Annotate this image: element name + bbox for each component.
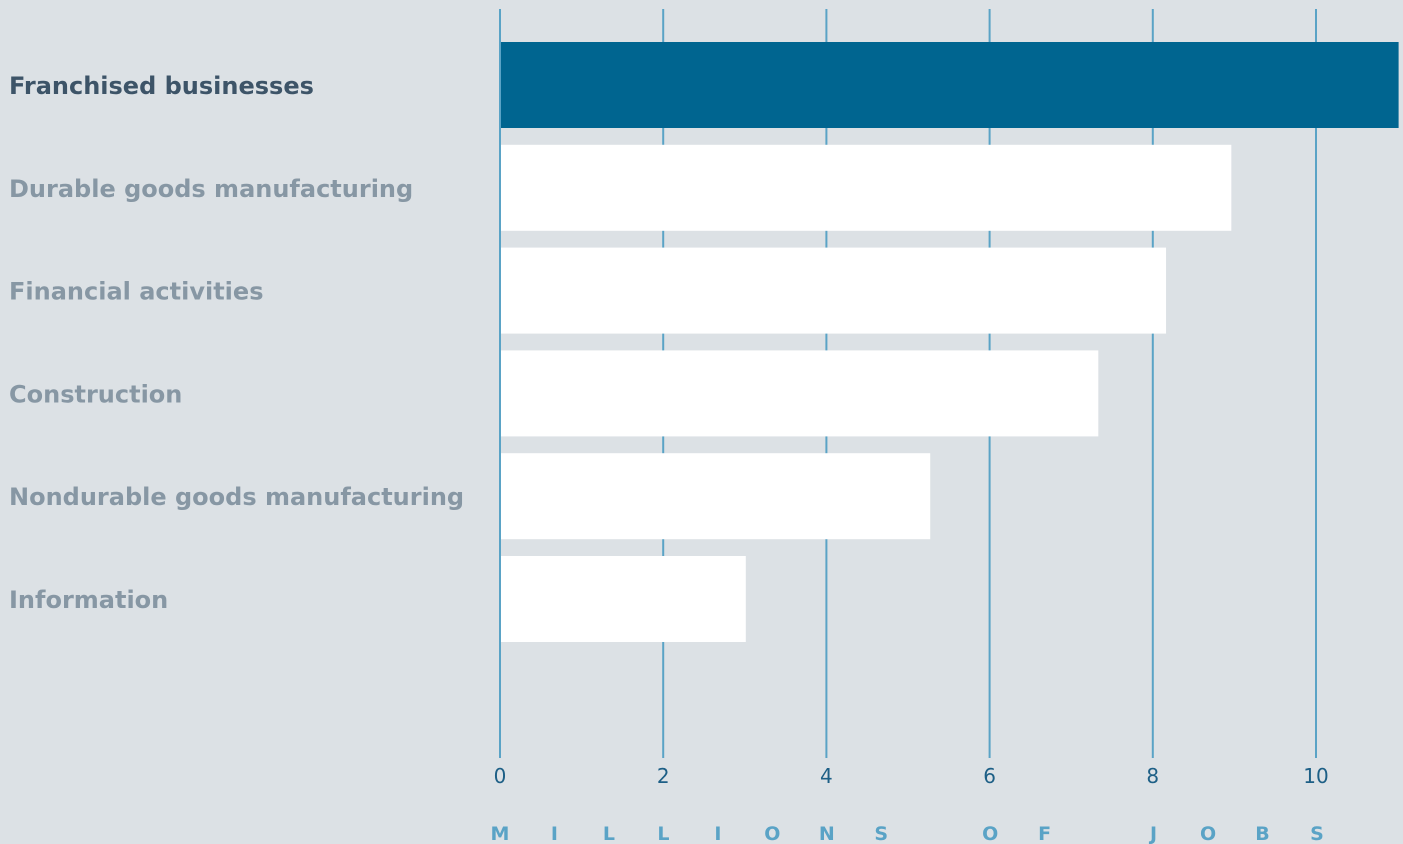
bar-information [501, 556, 746, 642]
category-label-financial-activities: Financial activities [9, 278, 263, 306]
bar-financial-activities [501, 247, 1167, 334]
x-tick-label-10: 10 [1303, 764, 1328, 788]
category-label-nondurable-goods-manufacturing: Nondurable goods manufacturing [9, 483, 464, 511]
category-label-construction: Construction [9, 380, 182, 408]
x-tick-label-0: 0 [494, 764, 507, 788]
bar-construction [501, 350, 1099, 437]
category-label-information: Information [9, 586, 168, 614]
category-label-franchised-businesses: Franchised businesses [9, 72, 314, 100]
x-tick-label-4: 4 [820, 764, 833, 788]
bars [501, 42, 1399, 642]
category-labels: Franchised businesses Durable goods manuf… [9, 72, 464, 614]
x-tick-label-8: 8 [1146, 764, 1159, 788]
x-tick-label-6: 6 [983, 764, 996, 788]
bar-nondurable-goods-manufacturing [501, 453, 931, 540]
category-label-durable-goods-manufacturing: Durable goods manufacturing [9, 175, 413, 203]
bar-franchised-businesses [501, 42, 1399, 128]
bar-durable-goods-manufacturing [501, 144, 1232, 231]
x-tick-label-2: 2 [657, 764, 670, 788]
x-tick-labels: 0 2 4 6 8 10 [494, 764, 1329, 788]
